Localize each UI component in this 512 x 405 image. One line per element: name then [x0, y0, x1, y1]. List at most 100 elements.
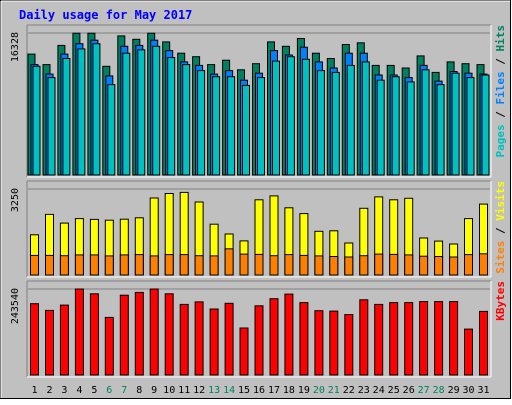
- bar-kbytes-day-7: [119, 294, 129, 376]
- bar-kbytes-day-15: [239, 327, 249, 376]
- bar-sites-day-12: [194, 255, 204, 276]
- bar-pages-day-9: [152, 45, 161, 176]
- bar-pages-day-6: [107, 84, 116, 176]
- series-pages: [32, 43, 490, 176]
- x-tick-label-20: 20: [313, 385, 325, 396]
- series-kbytes: [30, 288, 488, 376]
- bar-pages-day-29: [451, 72, 460, 176]
- bar-pages-day-25: [391, 76, 400, 176]
- bar-pages-day-2: [47, 77, 56, 176]
- bar-kbytes-day-5: [89, 293, 99, 376]
- x-tick-label-31: 31: [477, 385, 489, 396]
- bar-pages-day-24: [376, 79, 385, 176]
- panel-y-max-label: 16328: [10, 32, 21, 62]
- bar-sites-day-26: [404, 254, 414, 276]
- bar-sites-day-10: [164, 254, 174, 276]
- bar-pages-day-4: [77, 48, 86, 176]
- bar-sites-day-22: [344, 256, 354, 276]
- x-tick-label-24: 24: [373, 385, 385, 396]
- bar-kbytes-day-20: [314, 310, 324, 376]
- bar-sites-day-28: [434, 256, 444, 276]
- panel-visits-sites: 3250 Sites / Visits: [10, 180, 507, 278]
- x-tick-label-15: 15: [238, 385, 250, 396]
- bar-kbytes-day-24: [374, 303, 384, 376]
- x-tick-label-16: 16: [253, 385, 265, 396]
- bar-kbytes-day-3: [59, 304, 69, 376]
- bar-kbytes-day-27: [419, 301, 429, 376]
- x-tick-label-28: 28: [433, 385, 445, 396]
- legend-part-3: /: [494, 52, 507, 72]
- bar-sites-day-17: [269, 255, 279, 276]
- legend-part-0: KBytes: [494, 281, 507, 321]
- x-tick-label-1: 1: [31, 385, 37, 396]
- bar-pages-day-31: [481, 74, 490, 176]
- bar-kbytes-day-2: [45, 309, 54, 376]
- bar-pages-day-18: [286, 56, 295, 176]
- bar-pages-day-21: [331, 71, 340, 176]
- x-tick-label-8: 8: [136, 385, 142, 396]
- bar-pages-day-22: [346, 64, 355, 176]
- x-tick-label-19: 19: [298, 385, 310, 396]
- bar-sites-day-15: [239, 253, 249, 276]
- x-tick-label-3: 3: [61, 385, 67, 396]
- bar-pages-day-28: [436, 84, 445, 176]
- bar-sites-day-2: [45, 254, 54, 276]
- x-tick-label-6: 6: [106, 385, 112, 396]
- bar-kbytes-day-23: [359, 299, 369, 376]
- bar-kbytes-day-21: [329, 310, 339, 376]
- bar-pages-day-14: [227, 76, 236, 176]
- bar-sites-day-29: [449, 256, 459, 276]
- bar-pages-day-12: [197, 70, 206, 176]
- bar-kbytes-day-11: [179, 303, 189, 376]
- panel-y-max-label: 3250: [10, 188, 21, 212]
- bar-kbytes-day-19: [299, 302, 309, 376]
- bar-pages-day-26: [406, 81, 415, 176]
- legend-part-0: Sites: [494, 241, 507, 274]
- bar-sites-day-24: [374, 253, 384, 276]
- bar-pages-day-20: [316, 70, 325, 176]
- x-tick-label-12: 12: [193, 385, 205, 396]
- bar-pages-day-27: [421, 69, 430, 176]
- bar-pages-day-16: [257, 77, 265, 176]
- bar-sites-day-14: [224, 248, 234, 276]
- bar-kbytes-day-14: [224, 302, 234, 376]
- bar-sites-day-11: [179, 254, 189, 276]
- x-tick-label-10: 10: [163, 385, 175, 396]
- bar-kbytes-day-26: [404, 302, 414, 376]
- bar-sites-day-8: [134, 254, 144, 276]
- x-tick-label-29: 29: [448, 385, 460, 396]
- bar-sites-day-31: [479, 253, 488, 276]
- bar-kbytes-day-31: [479, 310, 488, 376]
- bar-sites-day-5: [89, 254, 99, 276]
- x-tick-label-13: 13: [208, 385, 220, 396]
- bar-kbytes-day-9: [149, 288, 159, 376]
- bar-pages-day-17: [272, 60, 280, 176]
- bar-sites-day-25: [389, 253, 399, 276]
- bar-kbytes-day-12: [194, 301, 204, 376]
- bar-pages-day-23: [361, 61, 370, 176]
- panel-kbytes: 243540 KBytes: [10, 280, 507, 378]
- bar-kbytes-day-28: [434, 301, 444, 376]
- x-tick-label-23: 23: [358, 385, 370, 396]
- panel-legend: Sites / Visits: [494, 181, 507, 274]
- bar-sites-day-30: [464, 254, 473, 276]
- x-axis-tick-labels: 1 2 3 4 5 6 7 8 9 10 11 12 13 14 15 16 17 18 19 20 21 22 23 24 2…: [31, 385, 489, 396]
- chart-title: Daily usage for May 2017: [19, 8, 192, 22]
- bar-kbytes-day-17: [269, 298, 279, 376]
- bar-pages-day-15: [242, 84, 250, 176]
- bar-pages-day-1: [32, 65, 41, 176]
- bar-pages-day-3: [62, 58, 71, 176]
- x-tick-label-14: 14: [223, 385, 235, 396]
- legend-part-2: Visits: [494, 181, 507, 221]
- panel-legend: KBytes: [494, 281, 507, 321]
- bar-pages-day-7: [122, 52, 131, 176]
- legend-part-2: Files: [494, 71, 507, 104]
- bar-kbytes-day-29: [449, 301, 459, 376]
- bar-sites-day-16: [254, 253, 264, 276]
- bar-sites-day-27: [419, 255, 429, 276]
- x-tick-label-5: 5: [91, 385, 97, 396]
- x-tick-label-21: 21: [328, 385, 340, 396]
- legend-part-1: /: [494, 105, 507, 125]
- x-tick-label-7: 7: [121, 385, 127, 396]
